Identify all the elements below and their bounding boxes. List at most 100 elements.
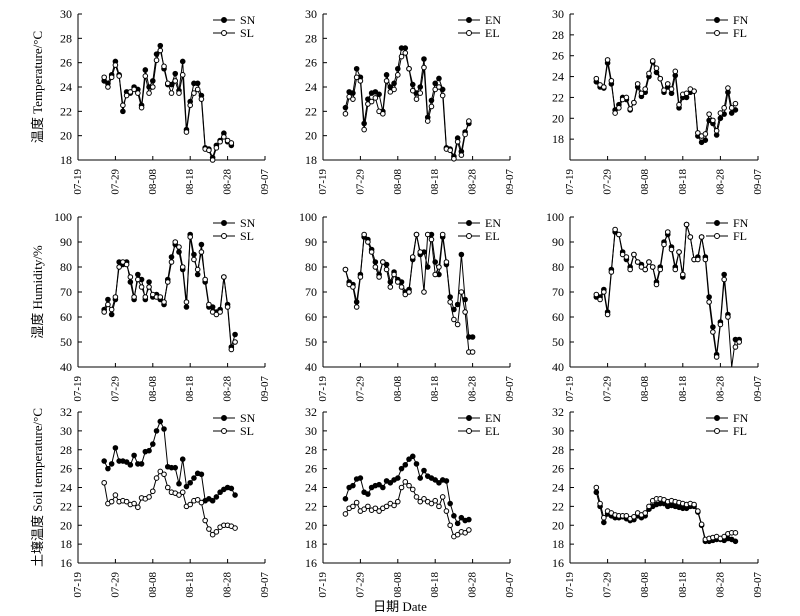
panel-1-1-EL-point xyxy=(361,231,367,238)
panel-0-0-SN-point xyxy=(157,42,164,49)
panel-0-0-SL-point xyxy=(187,102,193,109)
panel-1-2-FL-point xyxy=(631,251,637,258)
panel-2-0-SN-point xyxy=(161,426,167,432)
panel-1-1-EL-point xyxy=(428,236,435,243)
panel-1-2-FL-point xyxy=(619,251,626,258)
panel-1-0-SL-point xyxy=(221,274,227,280)
panel-1-0-SN-point xyxy=(183,304,190,310)
panel-2-0-SN-point xyxy=(131,452,137,459)
panel-2-0-SN-point xyxy=(146,447,152,454)
panel-2-1-EN-point xyxy=(421,467,427,474)
panel-1-0-SN-point xyxy=(108,311,115,318)
panel-0-1-EN-point xyxy=(383,72,390,78)
panel-2-0-SN-point xyxy=(127,462,134,468)
panel-0-0-SL-point xyxy=(112,62,119,68)
panel-1-2-FL-point xyxy=(661,241,667,248)
panel-2-0-SL-point xyxy=(150,488,156,495)
panel-1-1-EL-point xyxy=(439,231,446,238)
panel-0-1-EL-point xyxy=(368,98,375,105)
panel-2-1-EL-point xyxy=(361,506,367,513)
panel-0-0-xtick-label: 08-18 xyxy=(184,169,196,195)
panel-0-1-EL-point xyxy=(380,110,386,117)
panel-0-2-FN-point xyxy=(702,137,709,143)
panel-0-2-FL-point xyxy=(725,85,731,91)
panel-2-0-SL-point xyxy=(146,494,152,500)
panel-1-2-ytick-label: 50 xyxy=(552,335,564,349)
panel-1-0-SL-point xyxy=(123,261,130,268)
panel-0-0-legend-marker-SL xyxy=(221,30,227,36)
panel-2-1-legend-marker-EN xyxy=(466,415,472,421)
panel-1-1-xtick-label: 09-07 xyxy=(504,376,516,402)
panel-0-2-FL-point xyxy=(732,100,739,107)
panel-1-2-xtick-label: 07-19 xyxy=(564,376,576,402)
panel-2-0-SL-point xyxy=(153,475,160,481)
panel-0-0-SL-point xyxy=(135,90,141,96)
panel-0-0-SL-point xyxy=(127,89,134,95)
panel-2-1-EN-point xyxy=(398,465,405,472)
panel-0-0-legend-label-SL: SL xyxy=(240,26,254,40)
panel-1-1-legend-label-EN: EN xyxy=(485,216,501,230)
panel-2-0-SL-point xyxy=(194,496,201,503)
panel-1-0-legend-label-SN: SN xyxy=(240,216,256,230)
panel-2-0-ytick-label: 20 xyxy=(60,518,72,532)
panel-0-1-EL-point xyxy=(421,64,427,71)
panel-1-1-EL-point xyxy=(346,281,352,288)
panel-2-1-EL-point xyxy=(372,505,379,512)
panel-2-1-EL-point xyxy=(398,484,405,491)
panel-1-2-legend-label-FN: FN xyxy=(733,216,749,230)
panel-1-2-FL-point xyxy=(608,269,615,275)
panel-1-0-SL-point xyxy=(224,304,231,310)
panel-1-1-EL-point xyxy=(432,271,439,278)
panel-2-1-ytick-label: 32 xyxy=(305,405,317,419)
panel-1-0-SL-point xyxy=(138,284,145,290)
panel-0-2-FL-point xyxy=(672,68,679,75)
panel-2-2-FL-point xyxy=(593,484,600,491)
panel-0-2-FL-point xyxy=(646,70,652,77)
panel-0-1-EN-point xyxy=(436,75,442,82)
panel-0-1-EL-point xyxy=(357,78,364,84)
panel-0-1-EL-point xyxy=(365,101,371,107)
panel-0-2-FL-point xyxy=(634,81,641,87)
panel-1-1-EL-point xyxy=(402,291,409,298)
y-axis-title-row-2: 土壤温度 Soil temperature/°C xyxy=(30,408,45,567)
panel-2-1-EN-point xyxy=(436,479,442,486)
panel-2-1-EN-point xyxy=(406,456,412,462)
panel-2-1-ytick-label: 18 xyxy=(305,537,317,551)
panel-1-0-SL-point xyxy=(157,294,164,300)
panel-0-1-EL-point xyxy=(406,65,412,72)
panel-2-1-EL-point xyxy=(432,497,439,504)
panel-2-2-FL-point xyxy=(631,513,637,520)
panel-0-0-SN-point xyxy=(150,78,156,84)
panel-1-0-xtick-label: 08-08 xyxy=(147,376,159,402)
panel-1-2-ytick-label: 100 xyxy=(546,210,564,224)
panel-0-2-ytick-label: 18 xyxy=(552,132,564,146)
panel-2-0-SL-point xyxy=(187,501,193,508)
panel-2-1-xtick-label: 07-19 xyxy=(317,572,329,598)
panel-0-0-SN-point xyxy=(179,58,186,65)
panel-0-0-SL-point xyxy=(217,138,223,145)
panel-1-2-FL-point xyxy=(687,234,694,240)
panel-2-0-SL-point xyxy=(232,525,238,531)
panel-1-0-SL-point xyxy=(179,264,186,270)
panel-2-1-EN-point xyxy=(454,520,461,527)
panel-2-0-SL-point xyxy=(101,479,107,486)
panel-2-1-xtick-label: 09-07 xyxy=(504,572,516,598)
panel-1-0-SN-point xyxy=(194,271,201,278)
panel-0-2-FL-point xyxy=(631,99,637,106)
panel-0-0-SL-point xyxy=(191,90,197,96)
panel-0-0-SN-point xyxy=(142,67,149,73)
panel-2-1-EL-point xyxy=(353,499,360,506)
panel-0-1-EL-point xyxy=(454,138,461,145)
panel-1-2-FL-point xyxy=(698,234,705,240)
panel-2-2-ytick-label: 18 xyxy=(552,537,564,551)
panel-1-0-SL-line xyxy=(103,236,236,352)
panel-1-0-SL-point xyxy=(135,276,141,283)
panel-0-2-FL-point xyxy=(728,105,735,111)
panel-2-0-legend-label-SN: SN xyxy=(240,411,256,425)
panel-0-0-SL-point xyxy=(228,140,235,146)
panel-1-2-FL-point xyxy=(646,259,652,265)
panel-2-0-SL-point xyxy=(206,526,212,532)
panel-2-2-FN-point xyxy=(732,538,739,545)
panel-0-0-ytick-label: 24 xyxy=(60,80,72,94)
panel-0-2-FL-point xyxy=(612,110,618,116)
